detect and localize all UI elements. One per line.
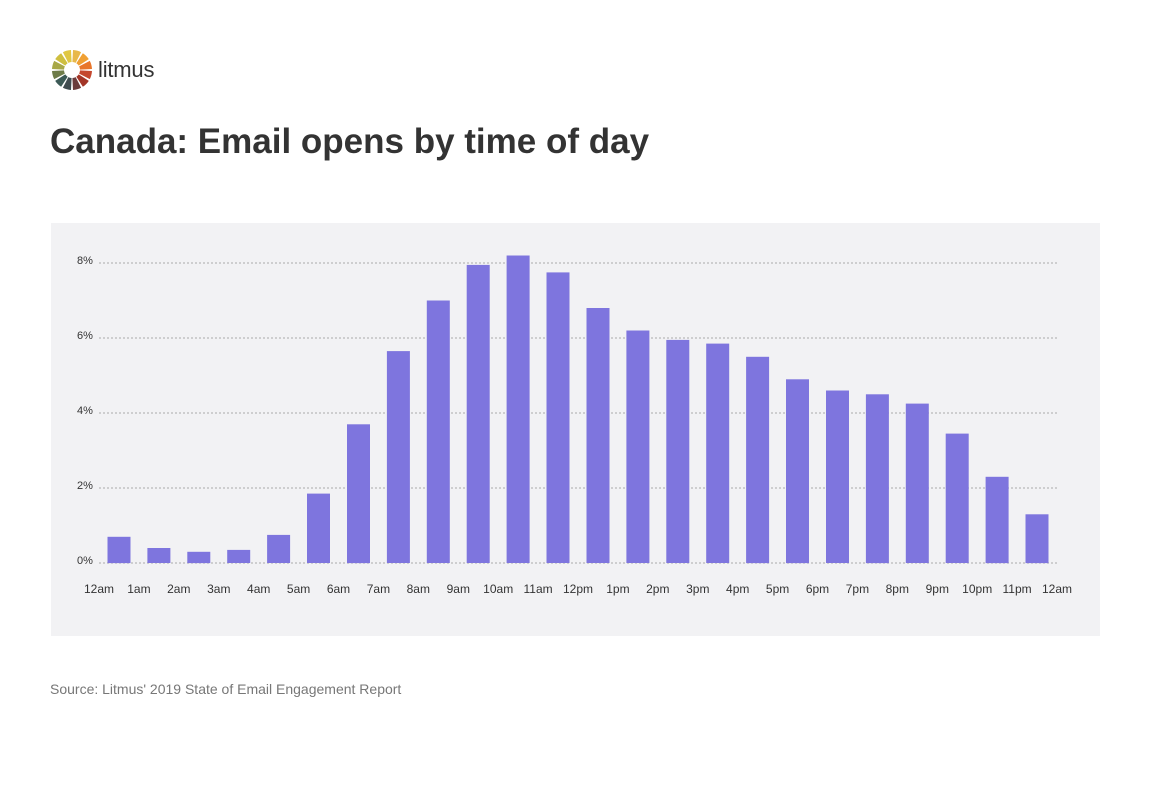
litmus-color-wheel-icon (52, 50, 92, 90)
x-tick-label: 6pm (806, 582, 829, 596)
bar-4pm (746, 356, 770, 564)
y-tick-label: 8% (77, 255, 93, 267)
bar-11pm (1025, 514, 1049, 564)
x-tick-label: 11am (524, 582, 553, 596)
x-tick-label: 6am (327, 582, 350, 596)
bar-9pm (945, 433, 969, 563)
x-tick-label: 9pm (926, 582, 949, 596)
x-tick-label: 12pm (563, 582, 593, 596)
x-tick-label: 7pm (846, 582, 869, 596)
x-tick-label: 2am (167, 582, 190, 596)
bar-8am (426, 300, 450, 563)
logo-segment (62, 50, 72, 63)
x-tick-label: 2pm (646, 582, 669, 596)
bar-7pm (865, 394, 889, 564)
chart-title: Canada: Email opens by time of day (50, 122, 650, 161)
y-tick-label: 4% (77, 405, 93, 417)
y-tick-label: 0% (77, 555, 93, 567)
x-tick-label: 7am (367, 582, 390, 596)
x-tick-label: 10am (483, 582, 513, 596)
x-tick-label: 4pm (726, 582, 749, 596)
x-tick-label: 12am (1042, 582, 1072, 596)
bar-8pm (905, 403, 929, 563)
logo-segment (79, 60, 92, 70)
bar-1am (147, 548, 171, 563)
bar-7am (386, 351, 410, 563)
bar-12pm (586, 308, 610, 563)
bar-9am (466, 264, 490, 563)
bar-10am (506, 255, 530, 563)
y-tick-label: 2% (77, 480, 93, 492)
litmus-logo: litmus (50, 48, 210, 92)
bar-6pm (826, 390, 849, 563)
bar-1pm (626, 330, 650, 563)
bar-chart: 0% 2% 4% 6% 8% 12am 1am 2am 3am 4am 5am 6am 7am 8am 9a… (77, 255, 1072, 596)
x-tick-label: 1pm (606, 582, 629, 596)
chart-panel: 0% 2% 4% 6% 8% 12am 1am 2am 3am 4am 5am 6am 7am 8am 9a… (51, 223, 1100, 636)
bar-5pm (786, 379, 809, 564)
y-tick-label: 6% (77, 330, 93, 342)
x-tick-label: 3pm (686, 582, 709, 596)
bar-3pm (706, 343, 730, 563)
logo-segment (76, 53, 89, 66)
bar-4am (267, 534, 291, 563)
logo-segment (52, 60, 65, 70)
x-tick-label: 8pm (886, 582, 909, 596)
x-tick-label: 1am (127, 582, 150, 596)
bar-11am (546, 272, 570, 563)
logo-segment (62, 77, 72, 90)
x-tick-label: 11pm (1003, 582, 1032, 596)
logo-segment (55, 74, 68, 87)
bar-2am (187, 551, 211, 564)
x-tick-label: 9am (447, 582, 470, 596)
logo-segment (72, 50, 82, 63)
logo-segment (72, 77, 82, 90)
x-tick-label: 5pm (766, 582, 789, 596)
bar-6am (347, 424, 370, 564)
logo-segment (76, 74, 89, 87)
source-note: Source: Litmus' 2019 State of Email Enga… (50, 681, 402, 697)
bar-12am (107, 536, 131, 564)
x-tick-label: 10pm (962, 582, 992, 596)
x-tick-label: 8am (407, 582, 430, 596)
logo-segment (79, 70, 92, 80)
brand-name: litmus (98, 57, 155, 82)
x-tick-label: 5am (287, 582, 310, 596)
bar-2pm (666, 339, 690, 563)
x-tick-label: 12am (84, 582, 114, 596)
bar-10pm (985, 476, 1009, 564)
logo-segment (55, 53, 68, 66)
bar-3am (227, 549, 251, 563)
x-tick-label: 4am (247, 582, 270, 596)
x-tick-label: 3am (207, 582, 230, 596)
logo-segment (52, 70, 65, 80)
bar-5am (307, 493, 330, 563)
